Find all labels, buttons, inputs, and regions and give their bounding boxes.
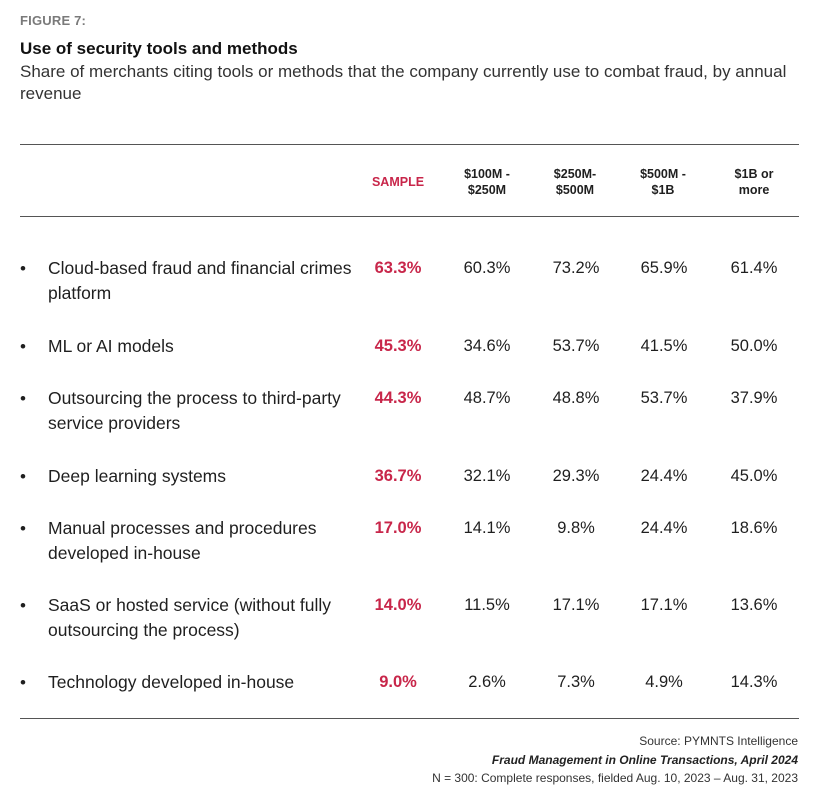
bullet-icon: •	[20, 259, 26, 278]
table-row: • Outsourcing the process to third-party …	[0, 386, 825, 446]
bullet-icon: •	[20, 337, 26, 356]
row-label: Technology developed in-house	[48, 672, 295, 692]
value-sample: 17.0%	[374, 519, 422, 537]
table-row: • ML or AI models 45.3% 34.6% 53.7% 41.5% 50.0…	[0, 334, 825, 394]
table-row: • Manual processes and procedures develop…	[0, 516, 825, 576]
value-100m-250m: 32.1%	[463, 467, 511, 485]
chart-subtitle: Share of merchants citing tools or metho…	[20, 62, 787, 103]
table-bottom-rule	[20, 718, 799, 719]
bullet-icon: •	[20, 389, 26, 408]
bullet-icon: •	[20, 467, 26, 486]
column-header-250m-500m: $250M- $500M	[553, 167, 597, 197]
column-header-sample: SAMPLE	[371, 175, 425, 189]
value-sample: 45.3%	[374, 337, 422, 355]
value-500m-1b: 24.4%	[640, 467, 688, 485]
value-250m-500m: 73.2%	[552, 259, 600, 277]
value-1b-or-more: 18.6%	[730, 519, 778, 537]
value-250m-500m: 7.3%	[557, 673, 595, 691]
column-header-100m-250m: $100M - $250M	[464, 167, 510, 197]
row-label: Deep learning systems	[48, 466, 226, 486]
value-500m-1b: 53.7%	[640, 389, 688, 407]
table-row: • Deep learning systems 36.7% 32.1% 29.3% 24.…	[0, 464, 825, 524]
column-header-1b-or-more: $1B or more	[734, 167, 774, 197]
value-sample: 9.0%	[379, 673, 417, 691]
value-500m-1b: 41.5%	[640, 337, 688, 355]
bullet-icon: •	[20, 596, 26, 615]
column-header-500m-1b: $500M - $1B	[640, 167, 686, 197]
footer-publication: Fraud Management in Online Transactions,…	[491, 753, 798, 767]
value-250m-500m: 9.8%	[557, 519, 595, 537]
value-sample: 44.3%	[374, 389, 422, 407]
row-label: SaaS or hosted service (without fully ou…	[48, 595, 332, 640]
value-100m-250m: 11.5%	[464, 596, 510, 614]
value-1b-or-more: 45.0%	[730, 467, 778, 485]
bullet-icon: •	[20, 519, 26, 538]
value-sample: 36.7%	[374, 467, 422, 485]
value-100m-250m: 48.7%	[463, 389, 511, 407]
table-row: • Technology developed in-house 9.0% 2.6% 7.…	[0, 670, 825, 730]
value-100m-250m: 2.6%	[468, 673, 506, 691]
value-250m-500m: 17.1%	[552, 596, 600, 614]
value-1b-or-more: 50.0%	[730, 337, 778, 355]
footer-note: N = 300: Complete responses, fielded Aug…	[432, 771, 798, 785]
value-250m-500m: 53.7%	[552, 337, 600, 355]
table-row: • Cloud-based fraud and financial crimes …	[0, 256, 825, 316]
chart-title: Use of security tools and methods	[20, 39, 298, 58]
bullet-icon: •	[20, 673, 26, 692]
value-100m-250m: 60.3%	[463, 259, 511, 277]
value-100m-250m: 14.1%	[463, 519, 511, 537]
row-label: Outsourcing the process to third-party s…	[48, 388, 341, 433]
value-1b-or-more: 37.9%	[730, 389, 778, 407]
value-250m-500m: 48.8%	[552, 389, 600, 407]
value-100m-250m: 34.6%	[463, 337, 511, 355]
value-250m-500m: 29.3%	[552, 467, 600, 485]
header-bottom-rule	[20, 216, 799, 217]
value-500m-1b: 17.1%	[640, 596, 688, 614]
value-sample: 14.0%	[374, 596, 422, 614]
table-row: • SaaS or hosted service (without fully o…	[0, 593, 825, 653]
value-1b-or-more: 13.6%	[730, 596, 778, 614]
figure-label: FIGURE 7:	[20, 13, 87, 28]
value-500m-1b: 4.9%	[645, 673, 683, 691]
row-label: Manual processes and procedures develope…	[48, 518, 317, 563]
row-label: ML or AI models	[48, 336, 174, 356]
value-500m-1b: 65.9%	[640, 259, 688, 277]
header-top-rule	[20, 144, 799, 145]
value-500m-1b: 24.4%	[640, 519, 688, 537]
value-1b-or-more: 61.4%	[730, 259, 778, 277]
value-1b-or-more: 14.3%	[730, 673, 778, 691]
value-sample: 63.3%	[374, 259, 422, 277]
row-label: Cloud-based fraud and financial crimes p…	[48, 258, 352, 303]
footer-source: Source: PYMNTS Intelligence	[639, 734, 798, 748]
